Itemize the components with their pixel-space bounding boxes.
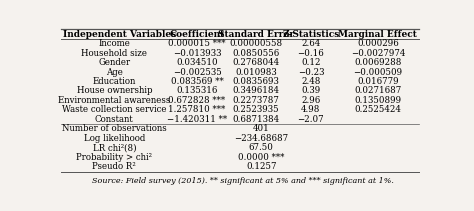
Text: 0.135316: 0.135316: [176, 87, 218, 96]
Text: Constant: Constant: [95, 115, 134, 124]
Text: House ownership: House ownership: [77, 87, 152, 96]
Text: 0.12: 0.12: [301, 58, 320, 67]
Text: 0.0271687: 0.0271687: [354, 87, 401, 96]
Text: −234.68687: −234.68687: [234, 134, 288, 143]
Text: 0.2768044: 0.2768044: [232, 58, 279, 67]
Text: 401: 401: [253, 124, 270, 133]
Text: 0.034510: 0.034510: [176, 58, 218, 67]
Text: 0.0000 ***: 0.0000 ***: [238, 153, 284, 162]
Text: Marginal Effect: Marginal Effect: [338, 30, 418, 39]
Text: 0.0835693: 0.0835693: [232, 77, 279, 86]
Text: Gender: Gender: [98, 58, 130, 67]
Text: Waste collection service: Waste collection service: [62, 106, 166, 114]
Text: 2.96: 2.96: [301, 96, 320, 105]
Text: 0.016779: 0.016779: [357, 77, 399, 86]
Text: 0.000296: 0.000296: [357, 39, 399, 48]
Text: 0.672828 ***: 0.672828 ***: [168, 96, 226, 105]
Text: Age: Age: [106, 68, 123, 77]
Text: 67.50: 67.50: [249, 143, 273, 152]
Text: −0.0027974: −0.0027974: [351, 49, 405, 58]
Text: 0.000015 ***: 0.000015 ***: [168, 39, 226, 48]
Text: 0.00000558: 0.00000558: [229, 39, 283, 48]
Text: 0.1257: 0.1257: [246, 162, 276, 171]
Text: Coefficient: Coefficient: [169, 30, 225, 39]
Text: Probability > chi²: Probability > chi²: [76, 153, 152, 162]
Text: Education: Education: [92, 77, 136, 86]
Text: 0.2523935: 0.2523935: [232, 106, 279, 114]
Text: 2.48: 2.48: [301, 77, 320, 86]
Text: LR chi²(8): LR chi²(8): [92, 143, 136, 152]
Text: 0.3496184: 0.3496184: [232, 87, 279, 96]
Text: 2.64: 2.64: [301, 39, 320, 48]
Text: 0.0850556: 0.0850556: [232, 49, 279, 58]
Text: 0.6871384: 0.6871384: [232, 115, 279, 124]
Text: Standard Error: Standard Error: [218, 30, 294, 39]
Text: −0.23: −0.23: [298, 68, 324, 77]
Text: 1.257810 ***: 1.257810 ***: [168, 106, 226, 114]
Text: −1.420311 **: −1.420311 **: [167, 115, 227, 124]
Text: Z-Statistics: Z-Statistics: [282, 30, 339, 39]
Text: 0.2273787: 0.2273787: [232, 96, 279, 105]
Text: 0.083569 **: 0.083569 **: [171, 77, 223, 86]
Text: Income: Income: [99, 39, 130, 48]
Text: Household size: Household size: [82, 49, 147, 58]
Text: Pseudo R²: Pseudo R²: [92, 162, 136, 171]
Text: Environmental awareness: Environmental awareness: [58, 96, 171, 105]
Text: 0.0069288: 0.0069288: [354, 58, 401, 67]
Text: 4.98: 4.98: [301, 106, 320, 114]
Text: −0.013933: −0.013933: [173, 49, 221, 58]
Text: −0.16: −0.16: [298, 49, 324, 58]
Text: 0.010983: 0.010983: [235, 68, 277, 77]
Text: Source: Field survey (2015). ** significant at 5% and *** significant at 1%.: Source: Field survey (2015). ** signific…: [92, 177, 394, 185]
Text: 0.2525424: 0.2525424: [355, 106, 401, 114]
Text: −0.002535: −0.002535: [173, 68, 221, 77]
Text: Number of observations: Number of observations: [62, 124, 167, 133]
Text: −2.07: −2.07: [298, 115, 324, 124]
Text: 0.39: 0.39: [301, 87, 320, 96]
Text: Independent Variables: Independent Variables: [63, 30, 176, 39]
Text: −0.000509: −0.000509: [353, 68, 402, 77]
Text: 0.1350899: 0.1350899: [355, 96, 401, 105]
Text: Log likelihood: Log likelihood: [84, 134, 145, 143]
